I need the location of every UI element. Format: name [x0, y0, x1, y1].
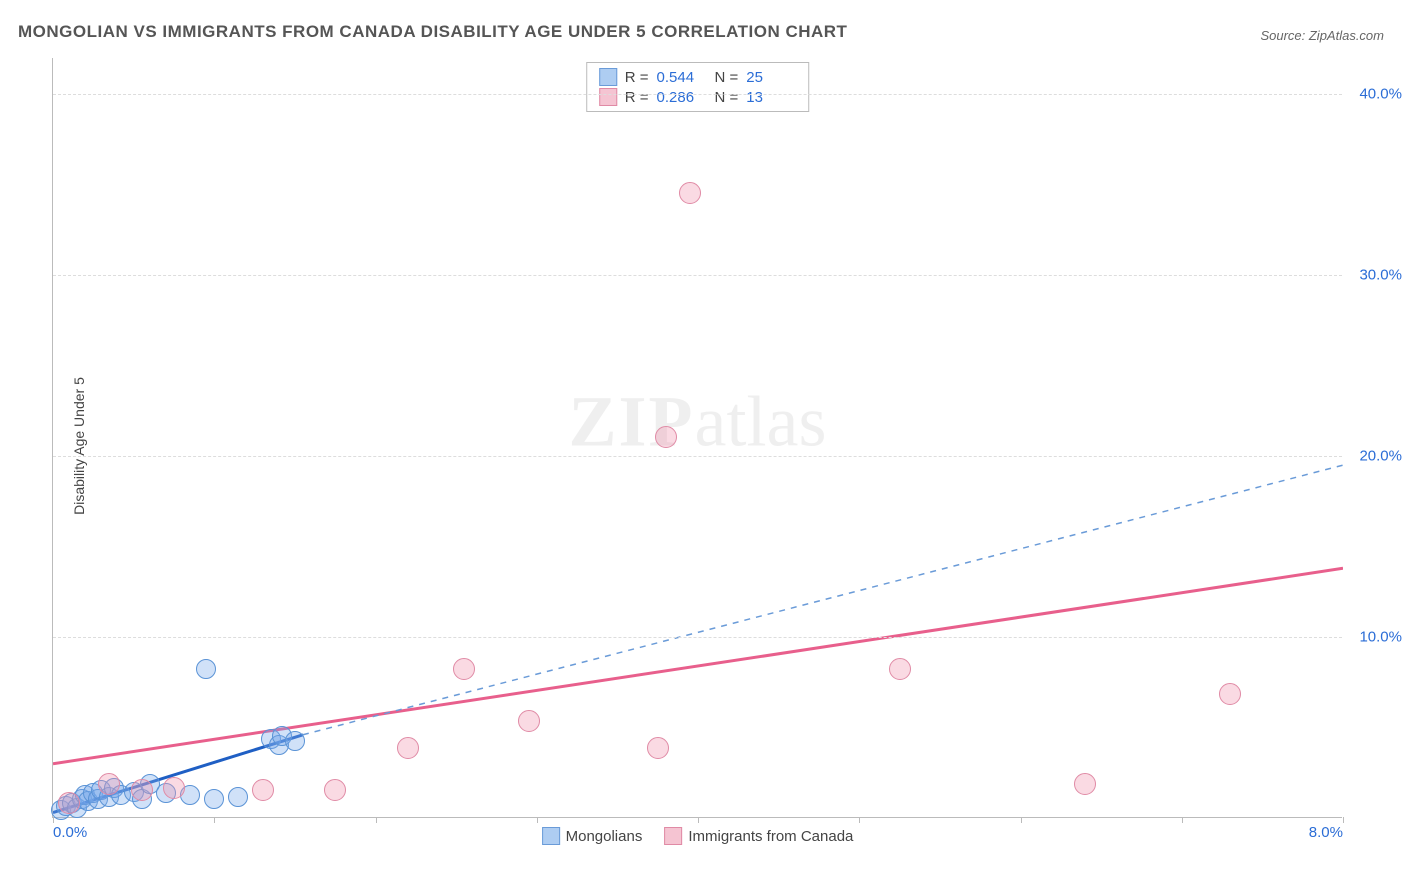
r-value: 0.544	[657, 69, 707, 86]
r-label: R =	[625, 69, 649, 86]
data-point-canada	[889, 658, 911, 680]
n-value: 25	[746, 69, 796, 86]
data-point-mongolians	[285, 731, 305, 751]
n-label: N =	[715, 89, 739, 106]
x-tick	[698, 817, 699, 823]
x-tick	[1343, 817, 1344, 823]
data-point-canada	[453, 658, 475, 680]
stats-row: R = 0.286 N = 13	[599, 87, 797, 107]
data-point-mongolians	[196, 659, 216, 679]
data-point-canada	[1219, 683, 1241, 705]
gridline	[53, 456, 1342, 457]
source-prefix: Source:	[1260, 28, 1308, 43]
watermark-light: atlas	[695, 382, 827, 462]
legend-swatch	[542, 827, 560, 845]
data-point-canada	[655, 426, 677, 448]
data-point-mongolians	[204, 789, 224, 809]
data-point-mongolians	[228, 787, 248, 807]
data-point-canada	[679, 182, 701, 204]
x-tick	[1021, 817, 1022, 823]
trend-line	[53, 568, 1343, 763]
source-link[interactable]: ZipAtlas.com	[1309, 28, 1384, 43]
x-tick	[537, 817, 538, 823]
legend-swatch	[664, 827, 682, 845]
legend-item: Mongolians	[542, 827, 643, 845]
stats-row: R = 0.544 N = 25	[599, 67, 797, 87]
legend-swatch	[599, 68, 617, 86]
x-tick	[1182, 817, 1183, 823]
r-value: 0.286	[657, 89, 707, 106]
gridline	[53, 94, 1342, 95]
data-point-canada	[324, 779, 346, 801]
y-tick-label: 10.0%	[1359, 629, 1402, 646]
r-label: R =	[625, 89, 649, 106]
gridline	[53, 275, 1342, 276]
x-tick	[214, 817, 215, 823]
legend-swatch	[599, 88, 617, 106]
x-tick-label: 0.0%	[53, 824, 87, 841]
chart-title: MONGOLIAN VS IMMIGRANTS FROM CANADA DISA…	[18, 22, 847, 42]
watermark-bold: ZIP	[569, 382, 695, 462]
source-attribution: Source: ZipAtlas.com	[1260, 28, 1384, 43]
y-tick-label: 40.0%	[1359, 86, 1402, 103]
trend-lines-svg	[53, 58, 1343, 818]
x-tick-label: 8.0%	[1309, 824, 1343, 841]
x-tick	[53, 817, 54, 823]
series-legend: Mongolians Immigrants from Canada	[542, 827, 854, 845]
data-point-canada	[163, 777, 185, 799]
data-point-canada	[397, 737, 419, 759]
y-tick-label: 30.0%	[1359, 267, 1402, 284]
legend-label: Mongolians	[566, 828, 643, 845]
watermark: ZIPatlas	[569, 381, 827, 464]
data-point-canada	[1074, 773, 1096, 795]
x-tick	[859, 817, 860, 823]
data-point-canada	[647, 737, 669, 759]
gridline	[53, 637, 1342, 638]
data-point-canada	[98, 773, 120, 795]
data-point-canada	[131, 779, 153, 801]
correlation-stats-box: R = 0.544 N = 25 R = 0.286 N = 13	[586, 62, 810, 112]
data-point-canada	[58, 792, 80, 814]
trend-line	[303, 465, 1343, 735]
legend-item: Immigrants from Canada	[664, 827, 853, 845]
data-point-canada	[252, 779, 274, 801]
y-tick-label: 20.0%	[1359, 448, 1402, 465]
plot-area: ZIPatlas R =0.544N =25R =0.286N =13 Mong…	[52, 58, 1342, 818]
legend-label: Immigrants from Canada	[688, 828, 853, 845]
n-label: N =	[715, 69, 739, 86]
data-point-canada	[518, 710, 540, 732]
n-value: 13	[746, 89, 796, 106]
x-tick	[376, 817, 377, 823]
